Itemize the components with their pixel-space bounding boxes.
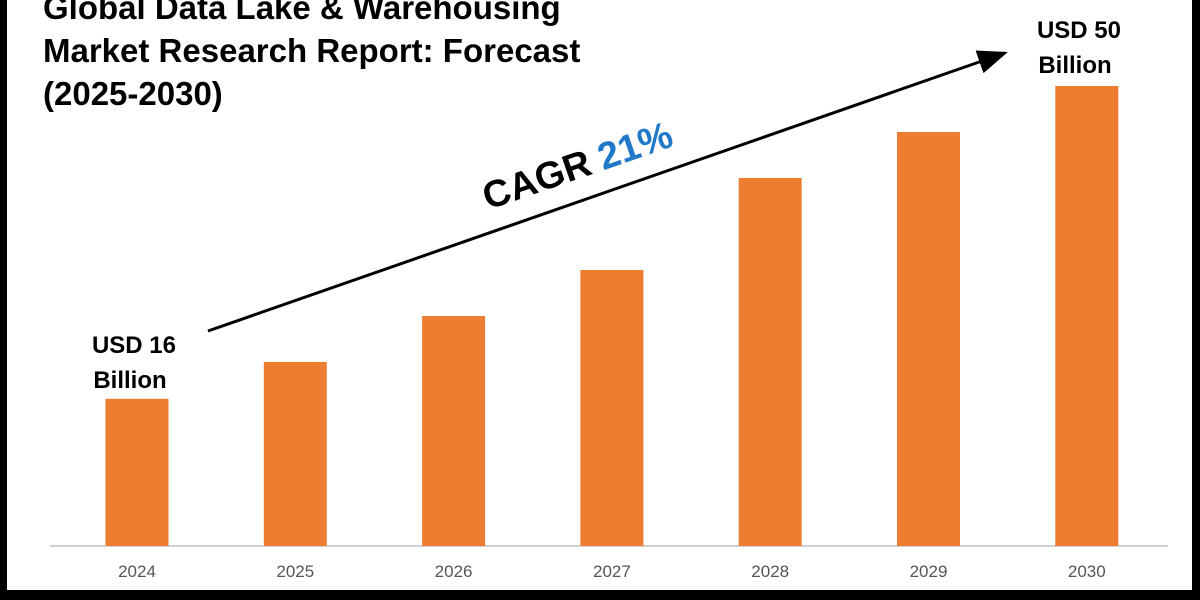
end-value-label-line1: USD 50 xyxy=(1037,17,1121,44)
bar-2026 xyxy=(422,316,486,546)
bar-2027 xyxy=(580,270,644,546)
bar-2024 xyxy=(105,398,169,546)
chart-title: Global Data Lake & Warehousing Market Re… xyxy=(43,0,581,112)
cagr-prefix: CAGR xyxy=(477,142,596,218)
x-tick-label: 2027 xyxy=(593,562,631,581)
frame-border-left xyxy=(0,0,7,600)
x-tick-label: 2025 xyxy=(276,562,314,581)
bar-2025 xyxy=(263,362,327,546)
growth-arrow xyxy=(207,50,1008,333)
bar-2028 xyxy=(738,178,802,546)
x-tick-label: 2028 xyxy=(751,562,789,581)
end-value-label-line2: Billion xyxy=(1038,52,1111,79)
bar-2030 xyxy=(1055,86,1119,546)
cagr-value: 21% xyxy=(593,114,679,178)
frame-border-right xyxy=(1192,0,1200,600)
x-tick-label: 2024 xyxy=(118,562,156,581)
x-tick-label: 2029 xyxy=(910,562,948,581)
bar-2029 xyxy=(897,132,960,546)
x-tick-label: 2026 xyxy=(435,562,473,581)
start-value-label-line2: Billion xyxy=(93,367,166,394)
x-tick-label: 2030 xyxy=(1068,562,1106,581)
start-value-label-line1: USD 16 xyxy=(92,332,176,359)
frame-border-bottom xyxy=(0,590,1200,600)
